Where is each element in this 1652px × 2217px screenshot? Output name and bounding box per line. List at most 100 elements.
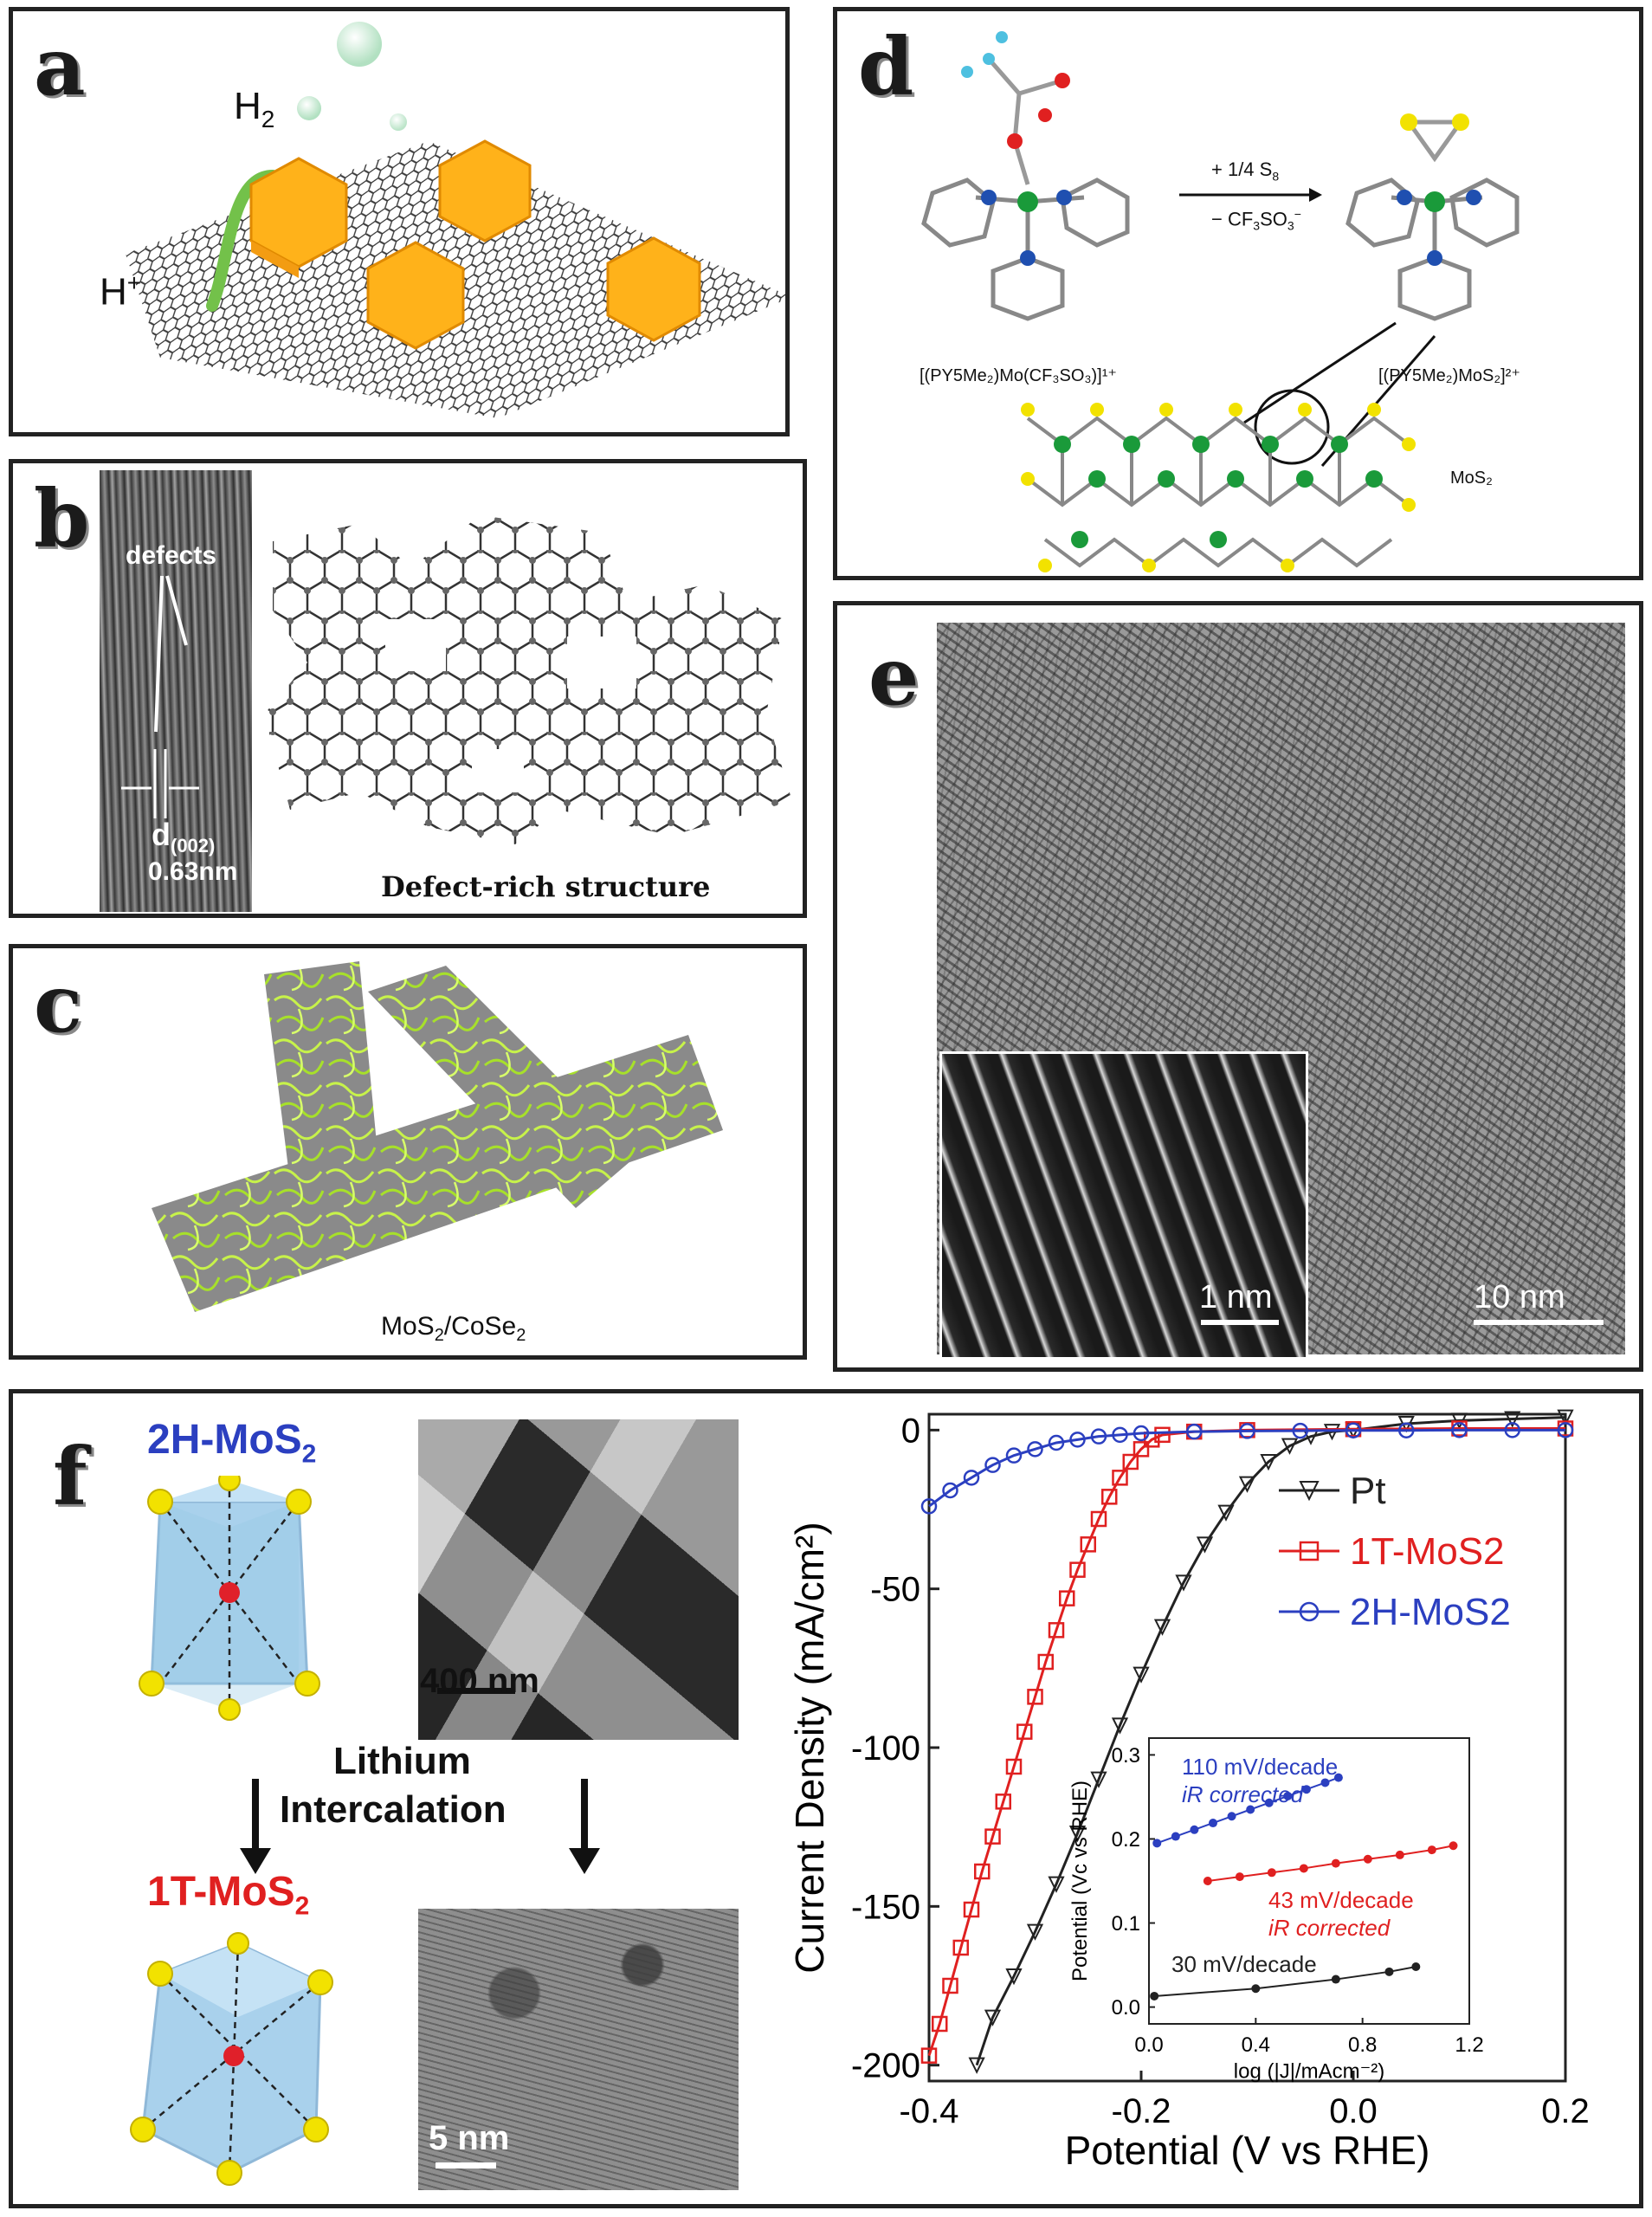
data-point [1190, 1825, 1199, 1834]
series-line [1152, 1773, 1343, 1848]
nanobelt-illustration [152, 961, 723, 1312]
panel-a: a H2 H+ [9, 7, 790, 436]
data-point [932, 2015, 948, 2033]
y-tick-label: -50 [870, 1571, 920, 1609]
data-point [984, 1828, 1001, 1845]
data-point [1048, 1876, 1065, 1893]
y-tick-label: 0.0 [1112, 1996, 1140, 2020]
y-tick-label: -150 [851, 1888, 920, 1926]
data-point [1260, 1454, 1277, 1471]
tafel-inset-chart: 0.0 0.4 0.8 1.2 0.0 0.1 0.2 0.3 log (|J|/mAcm⁻²)… [1068, 1737, 1484, 2083]
data-point [1133, 1666, 1150, 1684]
right-complex-formula: [(PY5Me₂)MoS₂]²⁺ [1378, 366, 1520, 385]
polarization-curve-chart: -0.4 -0.2 0.0 0.2 0 -50 -100 -150 -200 Potential … [787, 1409, 1590, 2173]
data-point [1090, 1771, 1107, 1788]
data-point [974, 1863, 991, 1880]
data-point [1227, 1812, 1236, 1821]
y-tick-label: 0.2 [1112, 1828, 1140, 1852]
legend-entry: Pt [1350, 1470, 1386, 1512]
data-point [1175, 1574, 1192, 1592]
defect-caption: Defect-rich structure [381, 870, 711, 903]
x-tick-label: -0.2 [1112, 2092, 1171, 2130]
data-point [1090, 1428, 1107, 1445]
y-tick-label: 0 [901, 1412, 920, 1450]
data-point [1153, 1619, 1171, 1636]
d-spacing-label: d(002) [152, 817, 216, 857]
data-point [1281, 1438, 1299, 1455]
data-point [1331, 1858, 1340, 1868]
panel-b-label: b [34, 472, 90, 566]
data-point [942, 1482, 958, 1499]
data-point [1411, 1962, 1421, 1971]
data-point [984, 2009, 1002, 2026]
mos2-cluster [606, 236, 701, 342]
x-tick-label: 0.4 [1242, 2033, 1270, 2057]
intercalation-label: Intercalation [280, 1788, 507, 1831]
data-point [1090, 1510, 1107, 1528]
inset-annotation: 43 mV/decade [1268, 1887, 1414, 1913]
data-point [920, 2047, 938, 2064]
mos2-cluster [249, 157, 348, 278]
bubble-icon [337, 22, 382, 67]
data-point [1209, 1819, 1217, 1828]
bubble-icon [390, 113, 407, 131]
data-point [1186, 1423, 1203, 1440]
trigonal-prism-icon [139, 1476, 320, 1721]
spacing-value: 0.63nm [148, 857, 238, 886]
data-point [1504, 1411, 1521, 1428]
data-point [1101, 1489, 1118, 1505]
data-point [1246, 1805, 1255, 1814]
data-point [1299, 1481, 1320, 1502]
data-point [1027, 1689, 1043, 1705]
inset-scale-label: 1 nm [1199, 1279, 1273, 1315]
data-point [1112, 1426, 1128, 1444]
panel-f-label: f [53, 1430, 87, 1523]
y-axis-label: Current Density (mA/cm²) [787, 1522, 832, 1973]
mos2-label: MoS₂ [1450, 469, 1493, 488]
data-point [1048, 1622, 1065, 1639]
main-scale-label: 10 nm [1474, 1279, 1565, 1315]
panel-f: f 2H-MoS2 400 nm Lithium Intercalation 1… [9, 1389, 1643, 2208]
panel-d-label: d [858, 20, 914, 113]
data-point [1203, 1877, 1212, 1885]
data-point [1267, 1868, 1276, 1878]
panel-d: d [833, 7, 1643, 580]
panel-b: b defects d(002) 0.63nm Defect-rich stru… [9, 459, 807, 918]
data-point [1301, 1785, 1311, 1794]
data-point [1027, 1441, 1043, 1458]
data-point [1026, 1923, 1044, 1941]
data-point [1152, 1839, 1162, 1848]
data-point [1112, 1470, 1128, 1486]
data-point [968, 2057, 985, 2074]
mos2-cluster [438, 139, 532, 242]
data-point [1299, 1601, 1320, 1622]
data-point [1133, 1441, 1150, 1458]
data-point [1235, 1872, 1244, 1882]
tem-scale-label: 5 nm [429, 2119, 510, 2157]
zoom-circle [1254, 389, 1330, 465]
data-point [984, 1457, 1001, 1473]
x-tick-label: 0.2 [1541, 2092, 1590, 2130]
reagent-top: + 1/4 S8 [1211, 158, 1280, 184]
y-axis-label: Potential (Vc vs RHE) [1068, 1781, 1092, 1981]
data-point [1299, 1541, 1320, 1561]
series-line [928, 1428, 1565, 1508]
data-point [1557, 1409, 1574, 1426]
mos2-cluster [366, 241, 465, 350]
inset-annotation: 110 mV/decade [1182, 1754, 1338, 1780]
data-point [1111, 1717, 1129, 1735]
data-point [1320, 1778, 1330, 1787]
composite-caption: MoS2/CoSe2 [381, 1312, 526, 1345]
panel-e-label: e [868, 630, 920, 723]
data-point [1504, 1422, 1520, 1438]
data-point [1154, 1426, 1171, 1444]
molecular-structures [921, 31, 1520, 572]
y-tick-label: -100 [851, 1729, 920, 1768]
data-point [1217, 1504, 1235, 1522]
octahedron-icon [130, 1932, 333, 2186]
inset-annotation: iR corrected [1268, 1915, 1391, 1941]
data-point [920, 1498, 938, 1515]
inset-annotation: iR corrected [1182, 1781, 1305, 1807]
title-1t: 1T-MoS2 [147, 1869, 310, 1921]
main-scalebar [1474, 1320, 1604, 1325]
